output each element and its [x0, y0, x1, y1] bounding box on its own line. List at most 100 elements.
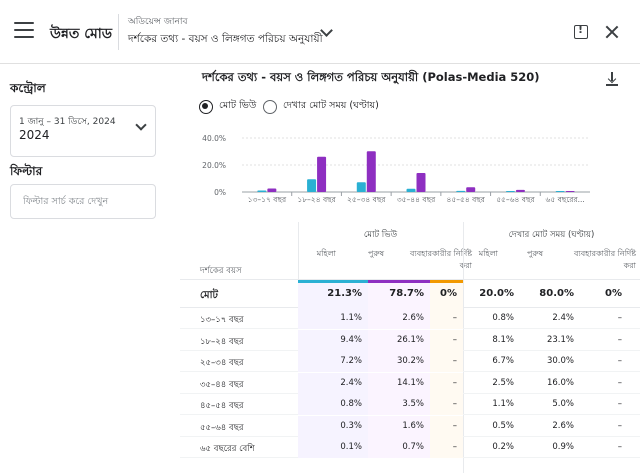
cell-unspecified-watch: –: [617, 442, 622, 452]
column-color-indicator: [368, 280, 430, 283]
radio-unselected-icon: [263, 99, 277, 114]
feedback-icon[interactable]: [574, 23, 588, 39]
chart-bar-male: [515, 189, 525, 192]
cell-male-watch: 0.9%: [552, 442, 574, 452]
radio-total-views[interactable]: মোট ভিউ: [199, 99, 256, 114]
row-label: ৬৫ বছরের বেশি: [200, 444, 255, 454]
cell-female-views: 21.3%: [298, 280, 368, 308]
menu-icon[interactable]: [14, 22, 34, 40]
chevron-down-icon: [135, 119, 147, 131]
col-female-watch: মহিলা: [478, 249, 498, 258]
cell-female-views: 0.1%: [298, 437, 368, 458]
report-switcher[interactable]: অডিয়েন্স জানাব দর্শকের তথ্য - বয়স ও লি…: [128, 14, 323, 52]
cell-unspecified-views: –: [430, 351, 463, 372]
age-gender-bar-chart: 0% 20.0% 40.0% ১৩–১৭ বছর ১৮–২৪ বছর ২৫–৩৪ বছর ৩…: [202, 134, 590, 204]
control-heading: কন্ট্রোল: [10, 81, 46, 95]
table-row: ১৩–১৭ বছর 1.1% 2.6% –0.8% 2.4% –: [180, 308, 640, 329]
cell-male-views: 14.1%: [368, 372, 430, 394]
chart-y-tick-label: 20.0%: [202, 161, 226, 170]
chart-x-tick-label: ২৫–৩৪ বছর: [347, 195, 386, 204]
table-row: ৬৫ বছরের বেশি 0.1% 0.7% –0.2% 0.9% –: [180, 437, 640, 458]
chart-bar-female: [307, 179, 317, 192]
cell-unspecified-views: –: [430, 415, 463, 437]
cell-female-views: 2.4%: [298, 372, 368, 394]
group-divider: [463, 222, 464, 473]
table-row: ২৫–৩৪ বছর 7.2% 30.2% –6.7% 30.0% –: [180, 351, 640, 372]
filter-search-input[interactable]: [10, 184, 156, 219]
chart-x-tick-label: ৫৫–৬৪ বছর: [496, 195, 535, 204]
cell-female-watch: 8.1%: [492, 334, 514, 345]
row-label: ২৫–৩৪ বছর: [200, 358, 244, 368]
chart-bar-male: [565, 191, 575, 192]
cell-unspecified-watch: –: [617, 420, 622, 431]
cell-unspecified-views: –: [430, 372, 463, 394]
row-header-age: দর্শকের বয়স: [200, 266, 242, 276]
cell-male-views: 26.1%: [368, 329, 430, 351]
group-header-views: মোট ভিউ: [363, 230, 398, 240]
chart-bar-male: [366, 151, 376, 192]
chart-bar-male: [267, 188, 277, 192]
cell-female-watch: 0.5%: [492, 420, 514, 431]
chart-bar-female: [505, 191, 515, 192]
close-icon[interactable]: [604, 24, 620, 40]
chart-y-tick-label: 40.0%: [202, 134, 226, 143]
chart-bar-female: [257, 190, 267, 192]
cell-female-views: 0.8%: [298, 394, 368, 415]
cell-unspecified-watch: –: [617, 356, 622, 366]
table-row: ১৮–২৪ বছর 9.4% 26.1% –8.1% 23.1% –: [180, 329, 640, 351]
col-male-views: পুরুষ: [368, 249, 384, 258]
age-gender-table: মোট ভিউ দেখার মোট সময় (ঘণ্টায়) মহিলা প…: [180, 222, 640, 473]
chart-x-tick-label: ১৮–২৪ বছর: [297, 195, 336, 204]
cell-male-views: 30.2%: [368, 351, 430, 372]
cell-female-watch: 0.8%: [492, 313, 514, 323]
cell-male-watch: 5.0%: [552, 399, 574, 409]
cell-female-watch: 1.1%: [492, 399, 514, 409]
row-label: ১৩–১৭ বছর: [200, 315, 244, 325]
chart-bar-male: [416, 172, 426, 192]
chart-bar-female: [456, 190, 466, 192]
table-row: ৪৫–৫৪ বছর 0.8% 3.5% –1.1% 5.0% –: [180, 394, 640, 415]
row-label: ১৮–২৪ বছর: [200, 336, 244, 347]
cell-male-views: 78.7%: [368, 280, 430, 308]
cell-male-watch: 80.0%: [539, 288, 574, 299]
row-label: মোট: [200, 290, 218, 301]
date-range-picker[interactable]: 1 জানু – 31 ডিসে, 2024 2024: [10, 105, 156, 157]
chart-y-tick-label: 0%: [214, 188, 226, 197]
download-icon[interactable]: [606, 72, 618, 86]
cell-male-watch: 16.0%: [546, 377, 574, 388]
radio-total-views-label: মোট ভিউ: [219, 100, 257, 111]
column-color-indicator: [430, 280, 463, 283]
row-label: ৩৫–৪৪ বছর: [200, 379, 244, 390]
report-group-label: অডিয়েন্স জানাব: [128, 17, 188, 27]
cell-unspecified-watch: –: [617, 313, 622, 323]
cell-male-views: 1.6%: [368, 415, 430, 437]
radio-watch-time[interactable]: দেখার মোট সময় (ঘণ্টায়): [263, 99, 379, 114]
col-unspecified-views: ব্যবহারকারীর নির্দিষ্ট করা: [409, 249, 472, 270]
cell-unspecified-views: 0%: [430, 280, 463, 308]
cell-male-watch: 2.4%: [552, 313, 574, 323]
cell-female-views: 7.2%: [298, 351, 368, 372]
chart-bar-female: [406, 188, 416, 192]
chart-bar-male: [317, 156, 327, 192]
header-divider: [118, 14, 119, 50]
cell-male-watch: 23.1%: [546, 334, 574, 345]
row-label: ৪৫–৫৪ বছর: [200, 401, 244, 411]
cell-unspecified-views: –: [430, 437, 463, 458]
header-divider: [298, 222, 299, 280]
date-range-text: 1 জানু – 31 ডিসে, 2024: [19, 117, 116, 127]
cell-male-views: 2.6%: [368, 308, 430, 329]
chart-bar-female: [356, 182, 366, 192]
chart-bar-male: [466, 187, 476, 192]
table-row: ৫৫–৬৪ বছর 0.3% 1.6% –0.5% 2.6% –: [180, 415, 640, 437]
chart-x-tick-label: ৬৫ বছরের...: [546, 195, 585, 204]
table-total-row: মোট 21.3% 78.7% 0% 20.0% 80.0% 0%: [180, 280, 640, 308]
col-unspecified-watch: ব্যবহারকারীর নির্দিষ্ট করা: [573, 249, 636, 270]
col-female-views: মহিলা: [316, 249, 336, 258]
chart-x-tick-label: ১৩–১৭ বছর: [248, 195, 287, 204]
page-title: দর্শকের তথ্য - বয়স ও লিঙ্গগত পরিচয় অনু…: [202, 70, 540, 84]
cell-male-views: 3.5%: [368, 394, 430, 415]
date-year-text: 2024: [19, 128, 50, 142]
filter-heading: ফিল্টার: [10, 164, 43, 178]
cell-unspecified-watch: –: [617, 399, 622, 409]
column-color-indicator: [298, 280, 368, 283]
